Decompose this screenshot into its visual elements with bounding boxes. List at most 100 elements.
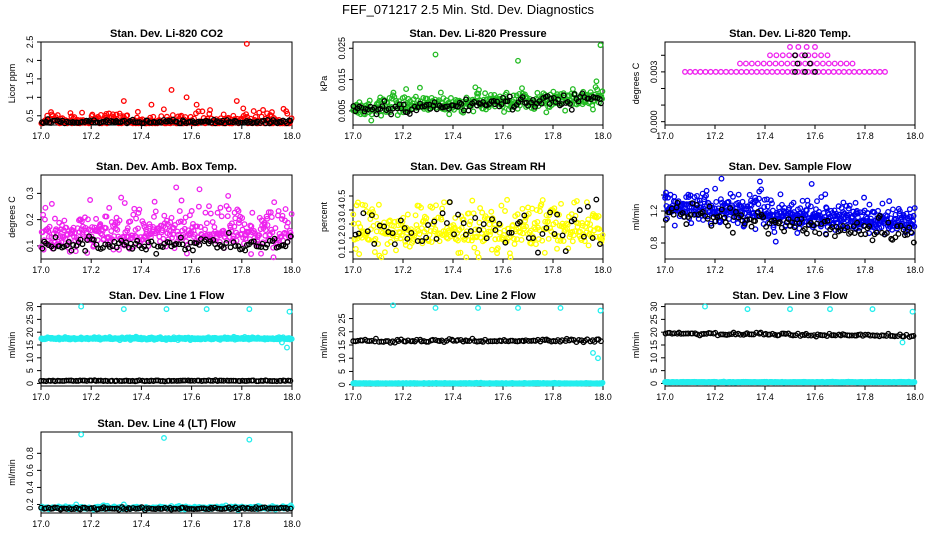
y-tick-label: 0.3 <box>25 187 35 200</box>
data-point <box>779 68 786 75</box>
data-point <box>856 68 863 75</box>
data-point <box>725 222 732 229</box>
data-point <box>375 201 382 208</box>
x-tick-label: 17.0 <box>32 131 50 141</box>
data-point <box>910 212 917 219</box>
x-tick-label: 17.8 <box>233 265 251 275</box>
x-tick-label: 17.0 <box>656 392 674 402</box>
data-point <box>599 232 606 238</box>
y-axis-label: percent <box>319 201 329 232</box>
x-tick-label: 17.4 <box>133 519 151 529</box>
data-point <box>743 68 750 75</box>
data-point <box>595 213 602 220</box>
plot-frame <box>352 174 604 260</box>
data-point <box>560 92 567 99</box>
data-point <box>288 211 295 217</box>
data-point <box>90 236 97 243</box>
data-point <box>830 68 837 75</box>
x-tick-label: 17.2 <box>706 131 724 141</box>
data-point <box>906 224 913 231</box>
data-point <box>773 52 780 59</box>
data-point <box>168 214 175 221</box>
y-tick-label: 1.5 <box>25 73 35 86</box>
data-point <box>562 248 569 255</box>
data-point <box>824 52 831 59</box>
data-point <box>160 235 167 242</box>
data-point <box>183 94 190 101</box>
data-point <box>432 305 439 311</box>
data-point <box>246 306 253 313</box>
data-point <box>854 210 861 217</box>
data-point <box>873 229 880 236</box>
x-tick-label: 17.4 <box>133 131 151 141</box>
x-tick-label: 17.6 <box>183 392 201 402</box>
data-point <box>152 208 159 215</box>
data-point <box>87 197 94 203</box>
data-point <box>735 191 742 198</box>
data-point <box>555 96 562 103</box>
data-point <box>845 205 852 212</box>
data-point <box>704 215 711 222</box>
data-point <box>774 68 781 75</box>
data-point <box>109 111 116 118</box>
data-point <box>590 349 596 356</box>
data-point <box>468 237 475 244</box>
data-point <box>359 201 366 208</box>
data-point <box>379 103 386 110</box>
data-point <box>910 239 917 246</box>
data-point <box>214 209 221 216</box>
y-tick-label: 0.6 <box>25 464 35 477</box>
data-point <box>52 234 59 241</box>
data-point <box>78 303 85 310</box>
data-point <box>467 218 474 225</box>
data-point <box>688 220 695 227</box>
data-point <box>241 221 248 228</box>
x-tick-label: 17.0 <box>344 131 362 141</box>
data-point <box>795 44 802 50</box>
x-tick-label: 17.4 <box>133 265 151 275</box>
data-point <box>368 117 375 124</box>
data-point <box>404 235 411 242</box>
data-point <box>805 52 812 59</box>
x-tick-label: 17.0 <box>32 519 50 529</box>
data-point <box>356 251 363 257</box>
data-point <box>701 194 708 201</box>
data-point <box>752 218 759 225</box>
data-point <box>763 223 770 230</box>
data-point <box>218 213 225 220</box>
data-point <box>843 60 850 67</box>
plot-frame <box>40 303 293 387</box>
data-point <box>70 242 77 248</box>
y-tick-label: 0.5 <box>337 190 347 203</box>
panel-title: Stan. Dev. Gas Stream RH <box>410 161 546 173</box>
y-axis-label: ml/min <box>7 332 17 359</box>
data-point <box>882 68 888 75</box>
data-point <box>284 239 291 245</box>
data-point <box>769 68 776 75</box>
data-point <box>366 97 373 104</box>
data-point <box>350 103 357 110</box>
data-point <box>794 60 801 67</box>
data-point <box>534 89 541 96</box>
data-point <box>896 208 903 215</box>
y-tick-label: 20 <box>25 327 35 337</box>
x-tick-label: 17.0 <box>656 265 674 275</box>
data-point <box>812 68 818 75</box>
data-point <box>506 229 513 236</box>
data-point <box>84 216 91 223</box>
data-point <box>662 216 669 223</box>
data-point <box>791 224 798 231</box>
data-point <box>587 226 594 233</box>
data-point <box>451 224 458 231</box>
data-point <box>398 232 405 239</box>
y-tick-label: 25 <box>649 314 659 324</box>
data-point <box>140 220 147 227</box>
data-point <box>580 233 587 240</box>
data-point <box>460 220 467 227</box>
data-point <box>246 436 253 443</box>
x-tick-label: 17.6 <box>183 265 201 275</box>
data-point <box>370 209 376 215</box>
data-point <box>121 200 128 206</box>
